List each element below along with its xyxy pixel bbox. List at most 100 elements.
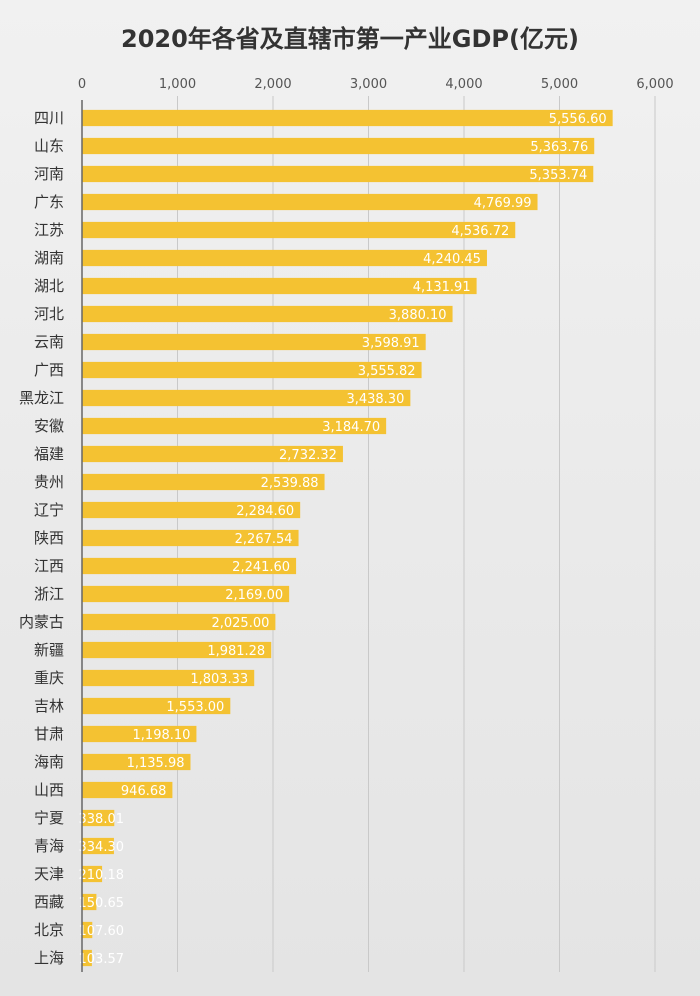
value-label: 3,598.91 [362, 336, 420, 351]
bar [82, 277, 477, 295]
value-label: 334.30 [79, 840, 125, 855]
x-tick-label: 2,000 [254, 77, 291, 92]
category-label: 江苏 [34, 221, 64, 239]
value-label: 1,803.33 [190, 672, 248, 687]
value-label: 1,553.00 [166, 700, 224, 715]
x-tick-label: 1,000 [159, 77, 196, 92]
value-label: 1,981.28 [207, 644, 265, 659]
value-label: 946.68 [121, 784, 167, 799]
category-label: 天津 [34, 865, 64, 883]
value-label: 4,536.72 [451, 224, 509, 239]
value-label: 2,732.32 [279, 448, 337, 463]
bar [82, 333, 426, 351]
category-label: 内蒙古 [19, 613, 64, 631]
bar [82, 893, 97, 911]
category-label: 陕西 [34, 529, 64, 547]
category-label: 新疆 [34, 641, 64, 659]
bar [82, 585, 290, 603]
category-label: 贵州 [34, 473, 64, 491]
value-label: 103.57 [79, 952, 125, 967]
category-label: 西藏 [34, 893, 64, 911]
category-label: 海南 [34, 753, 64, 771]
bar [82, 753, 191, 771]
value-label: 5,363.76 [530, 140, 588, 155]
value-label: 2,241.60 [232, 560, 290, 575]
value-label: 3,438.30 [346, 392, 404, 407]
category-label: 福建 [34, 445, 64, 463]
category-label: 江西 [34, 557, 64, 575]
value-label: 3,184.70 [322, 420, 380, 435]
value-label: 5,556.60 [549, 112, 607, 127]
bar [82, 837, 114, 855]
bar [82, 781, 173, 799]
category-label: 湖北 [34, 277, 64, 295]
value-label: 1,135.98 [127, 756, 185, 771]
category-label: 河北 [34, 305, 64, 323]
value-label: 2,267.54 [235, 532, 293, 547]
bar [82, 221, 516, 239]
value-label: 4,240.45 [423, 252, 481, 267]
bar [82, 669, 255, 687]
value-labels: 5,556.60 5,363.76 5,353.74 4,769.99 4,536.72… [79, 112, 607, 967]
category-label: 吉林 [34, 697, 64, 715]
category-label: 北京 [34, 921, 64, 939]
category-label: 青海 [34, 837, 64, 855]
category-label: 甘肃 [34, 725, 64, 743]
bars [82, 109, 613, 967]
value-label: 2,539.88 [261, 476, 319, 491]
bar [82, 501, 301, 519]
x-tick-label: 0 [78, 77, 86, 92]
value-label: 3,555.82 [358, 364, 416, 379]
value-label: 338.01 [79, 812, 125, 827]
value-label: 2,284.60 [236, 504, 294, 519]
bar [82, 389, 411, 407]
bar [82, 949, 92, 967]
value-label: 4,131.91 [413, 280, 471, 295]
category-label: 云南 [34, 333, 64, 351]
bar [82, 305, 453, 323]
bar [82, 921, 93, 939]
category-label: 湖南 [34, 249, 64, 267]
bar [82, 641, 272, 659]
value-label: 2,169.00 [225, 588, 283, 603]
category-label: 山东 [34, 137, 64, 155]
category-label: 重庆 [34, 669, 64, 687]
value-label: 3,880.10 [389, 308, 447, 323]
value-label: 5,353.74 [529, 168, 587, 183]
x-tick-label: 5,000 [541, 77, 578, 92]
bar [82, 529, 299, 547]
bar [82, 137, 595, 155]
category-label: 广东 [34, 193, 64, 211]
bar [82, 361, 422, 379]
bar [82, 417, 387, 435]
category-label: 山西 [34, 781, 64, 799]
category-label: 安徽 [34, 417, 64, 435]
category-labels: 四川山东河南广东江苏湖南湖北河北云南广西黑龙江安徽福建贵州辽宁陕西江西浙江内蒙古… [19, 109, 64, 967]
category-label: 宁夏 [34, 809, 64, 827]
value-label: 107.60 [79, 924, 125, 939]
category-label: 河南 [34, 165, 64, 183]
category-label: 广西 [34, 361, 64, 379]
gridlines [177, 96, 656, 972]
value-label: 2,025.00 [211, 616, 269, 631]
category-label: 上海 [34, 949, 64, 967]
category-label: 四川 [34, 109, 64, 127]
bar [82, 445, 343, 463]
value-label: 1,198.10 [133, 728, 191, 743]
bar [82, 193, 538, 211]
bar [82, 613, 276, 631]
x-tick-label: 4,000 [445, 77, 482, 92]
bar [82, 165, 594, 183]
category-label: 辽宁 [34, 501, 64, 519]
chart-title: 2020年各省及直辖市第一产业GDP(亿元) [121, 25, 579, 53]
category-label: 黑龙江 [19, 389, 64, 407]
x-axis-ticks: 0 1,000 2,000 3,000 4,000 5,000 6,000 [78, 77, 674, 92]
value-label: 150.65 [79, 896, 125, 911]
x-tick-label: 6,000 [636, 77, 673, 92]
bar [82, 249, 487, 267]
bar [82, 697, 231, 715]
bar [82, 865, 103, 883]
x-tick-label: 3,000 [350, 77, 387, 92]
bar [82, 809, 115, 827]
